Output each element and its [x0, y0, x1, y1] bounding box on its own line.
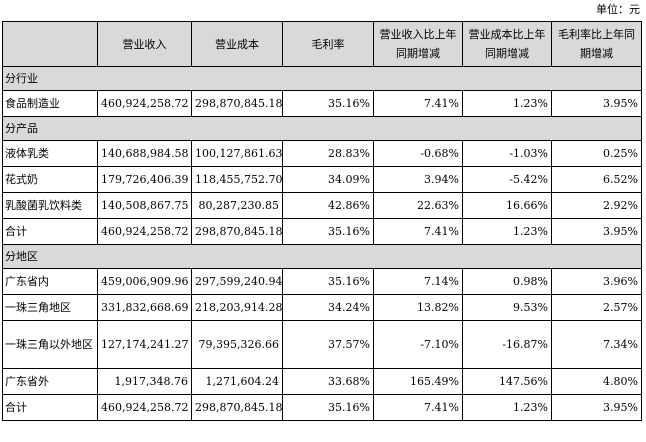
- table-row: 乳酸菌乳饮料类 140,508,867.75 80,287,230.85 42.86%…: [2, 192, 642, 219]
- cost-change-cell: -1.03%: [462, 140, 552, 167]
- gross-margin-cell: 42.86%: [282, 192, 374, 219]
- revenue-change-cell: 7.41%: [373, 90, 463, 117]
- row-label: 花式奶: [2, 166, 98, 193]
- revenue-cell: 179,726,406.39: [97, 166, 192, 193]
- cost-change-cell: -5.42%: [462, 166, 552, 193]
- revenue-change-cell: 3.94%: [373, 166, 463, 193]
- revenue-cell: 460,924,258.72: [97, 394, 192, 421]
- section-row-region: 分地区: [2, 244, 642, 269]
- table-row: 花式奶 179,726,406.39 118,455,752.70 34.09% 3.9…: [2, 166, 642, 193]
- revenue-change-cell: -0.68%: [373, 140, 463, 167]
- row-label: 一珠三角以外地区: [2, 320, 98, 369]
- margin-change-cell: 4.80%: [551, 368, 642, 395]
- header-cell-gross-margin: 毛利率: [282, 21, 374, 67]
- margin-change-cell: 3.95%: [551, 218, 642, 245]
- margin-change-cell: 2.57%: [551, 294, 642, 321]
- margin-change-cell: 2.92%: [551, 192, 642, 219]
- gross-margin-cell: 34.24%: [282, 294, 374, 321]
- row-label: 广东省内: [2, 268, 98, 295]
- header-cell-cost-change: 营业成本比上年同期增减: [462, 21, 552, 67]
- table-row: 一珠三角地区 331,832,668.69 218,203,914.28 34.24%…: [2, 294, 642, 321]
- row-label: 一珠三角地区: [2, 294, 98, 321]
- gross-margin-cell: 33.68%: [282, 368, 374, 395]
- margin-change-cell: 7.34%: [551, 320, 642, 369]
- cost-cell: 218,203,914.28: [191, 294, 283, 321]
- cost-change-cell: -16.87%: [462, 320, 552, 369]
- revenue-cell: 1,917,348.76: [97, 368, 192, 395]
- row-label: 液体乳类: [2, 140, 98, 167]
- cost-cell: 100,127,861.63: [191, 140, 283, 167]
- margin-change-cell: 3.95%: [551, 90, 642, 117]
- table-row: 液体乳类 140,688,984.58 100,127,861.63 28.83% -0…: [2, 140, 642, 167]
- revenue-cell: 460,924,258.72: [97, 90, 192, 117]
- header-cell-revenue-change: 营业收入比上年同期增减: [373, 21, 463, 67]
- gross-margin-cell: 34.09%: [282, 166, 374, 193]
- row-label: 合计: [2, 394, 98, 421]
- revenue-cell: 331,832,668.69: [97, 294, 192, 321]
- cost-cell: 298,870,845.18: [191, 90, 283, 117]
- row-label: 广东省外: [2, 368, 98, 395]
- cost-change-cell: 0.98%: [462, 268, 552, 295]
- cost-change-cell: 1.23%: [462, 90, 552, 117]
- row-label: 合计: [2, 218, 98, 245]
- revenue-cell: 140,688,984.58: [97, 140, 192, 167]
- gross-margin-cell: 28.83%: [282, 140, 374, 167]
- revenue-change-cell: 165.49%: [373, 368, 463, 395]
- unit-label: 单位：元: [596, 3, 640, 16]
- cost-cell: 297,599,240.94: [191, 268, 283, 295]
- header-cell-margin-change: 毛利率比上年同期增减: [551, 21, 642, 67]
- cost-cell: 80,287,230.85: [191, 192, 283, 219]
- margin-change-cell: 3.95%: [551, 394, 642, 421]
- table-body: 分行业 食品制造业 460,924,258.72 298,870,845.18 35.1…: [2, 66, 642, 421]
- cost-change-cell: 1.23%: [462, 394, 552, 421]
- section-row-industry: 分行业: [2, 66, 642, 91]
- gross-margin-cell: 35.16%: [282, 268, 374, 295]
- gross-margin-cell: 35.16%: [282, 218, 374, 245]
- gross-margin-cell: 35.16%: [282, 90, 374, 117]
- cost-cell: 79,395,326.66: [191, 320, 283, 369]
- margin-change-cell: 0.25%: [551, 140, 642, 167]
- revenue-cell: 127,174,241.27: [97, 320, 192, 369]
- revenue-breakdown-table: 营业收入 营业成本 毛利率 营业收入比上年同期增减 营业成本比上年同期增减 毛利…: [2, 21, 642, 421]
- revenue-change-cell: 7.41%: [373, 394, 463, 421]
- table-row: 合计 460,924,258.72 298,870,845.18 35.16% 7.41…: [2, 394, 642, 421]
- cost-cell: 1,271,604.24: [191, 368, 283, 395]
- header-cell-cost: 营业成本: [191, 21, 283, 67]
- revenue-change-cell: 22.63%: [373, 192, 463, 219]
- revenue-change-cell: 7.41%: [373, 218, 463, 245]
- header-cell-revenue: 营业收入: [97, 21, 192, 67]
- header-cell-label: [2, 21, 98, 67]
- section-title: 分行业: [2, 66, 642, 91]
- revenue-change-cell: 13.82%: [373, 294, 463, 321]
- cost-change-cell: 9.53%: [462, 294, 552, 321]
- table-row: 合计 460,924,258.72 298,870,845.18 35.16% 7.41…: [2, 218, 642, 245]
- revenue-cell: 140,508,867.75: [97, 192, 192, 219]
- revenue-cell: 460,924,258.72: [97, 218, 192, 245]
- cost-cell: 298,870,845.18: [191, 218, 283, 245]
- cost-change-cell: 1.23%: [462, 218, 552, 245]
- section-title: 分地区: [2, 244, 642, 269]
- gross-margin-cell: 37.57%: [282, 320, 374, 369]
- cost-change-cell: 147.56%: [462, 368, 552, 395]
- table-row: 一珠三角以外地区 127,174,241.27 79,395,326.66 37.57…: [2, 320, 642, 369]
- margin-change-cell: 6.52%: [551, 166, 642, 193]
- revenue-change-cell: -7.10%: [373, 320, 463, 369]
- margin-change-cell: 3.96%: [551, 268, 642, 295]
- row-label: 乳酸菌乳饮料类: [2, 192, 98, 219]
- section-row-product: 分产品: [2, 116, 642, 141]
- revenue-change-cell: 7.14%: [373, 268, 463, 295]
- revenue-cell: 459,006,909.96: [97, 268, 192, 295]
- gross-margin-cell: 35.16%: [282, 394, 374, 421]
- table-row: 食品制造业 460,924,258.72 298,870,845.18 35.16% 7…: [2, 90, 642, 117]
- table-row: 广东省外 1,917,348.76 1,271,604.24 33.68% 165.49…: [2, 368, 642, 395]
- cost-cell: 118,455,752.70: [191, 166, 283, 193]
- header-row: 营业收入 营业成本 毛利率 营业收入比上年同期增减 营业成本比上年同期增减 毛利…: [2, 21, 642, 67]
- row-label: 食品制造业: [2, 90, 98, 117]
- section-title: 分产品: [2, 116, 642, 141]
- cost-change-cell: 16.66%: [462, 192, 552, 219]
- table-row: 广东省内 459,006,909.96 297,599,240.94 35.16% 7.…: [2, 268, 642, 295]
- cost-cell: 298,870,845.18: [191, 394, 283, 421]
